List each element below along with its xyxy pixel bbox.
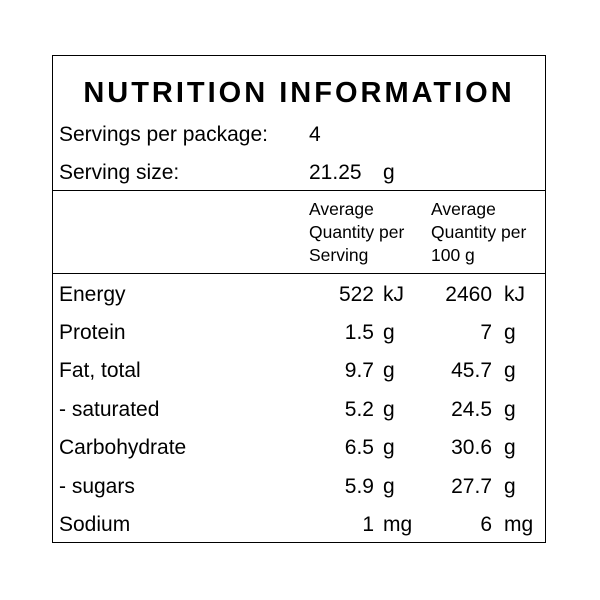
panel-title: NUTRITION INFORMATION: [83, 77, 515, 109]
per-serving-unit: kJ: [383, 283, 404, 306]
serving-size-value: 21.25: [309, 161, 362, 184]
serving-size-label: Serving size:: [59, 161, 180, 184]
per-100g-unit: g: [504, 475, 516, 498]
servings-value: 4: [309, 123, 321, 146]
per-100g-unit: mg: [504, 513, 534, 536]
divider-line: [53, 273, 545, 274]
nutrient-name: Energy: [59, 283, 126, 306]
column-header-line: Quantity per: [309, 222, 405, 242]
per-serving-unit: g: [383, 475, 395, 498]
per-serving-unit: g: [383, 321, 395, 344]
per-100g-value: 27.7: [451, 475, 492, 498]
per-100g-value: 6: [480, 513, 492, 536]
nutrient-name: - saturated: [59, 398, 160, 421]
per-serving-value: 1: [362, 513, 374, 536]
nutrition-panel: NUTRITION INFORMATION Servings per packa…: [52, 55, 546, 543]
per-100g-value: 7: [480, 321, 492, 344]
per-serving-value: 1.5: [344, 321, 374, 344]
divider-line: [53, 190, 545, 191]
per-100g-unit: kJ: [504, 283, 525, 306]
column-header-line: Quantity per: [431, 222, 527, 242]
per-100g-unit: g: [504, 359, 516, 382]
per-100g-value: 30.6: [451, 436, 492, 459]
column-header-line: Average: [309, 199, 374, 219]
nutrient-name: Protein: [59, 321, 126, 344]
per-serving-value: 5.9: [344, 475, 374, 498]
serving-size-unit: g: [383, 161, 395, 184]
nutrient-name: Sodium: [59, 513, 131, 536]
nutrient-name: Fat, total: [59, 359, 141, 382]
servings-label: Servings per package:: [59, 123, 268, 146]
per-serving-unit: g: [383, 359, 395, 382]
per-100g-value: 2460: [445, 283, 492, 306]
per-serving-unit: g: [383, 398, 395, 421]
column-header-line: Serving: [309, 245, 369, 265]
per-100g-unit: g: [504, 321, 516, 344]
nutrient-name: - sugars: [59, 475, 135, 498]
per-serving-value: 5.2: [344, 398, 374, 421]
per-serving-unit: g: [383, 436, 395, 459]
per-serving-value: 9.7: [344, 359, 374, 382]
per-serving-unit: mg: [383, 513, 413, 536]
column-header-line: 100 g: [431, 245, 475, 265]
column-header-line: Average: [431, 199, 496, 219]
per-100g-unit: g: [504, 436, 516, 459]
per-100g-value: 45.7: [451, 359, 492, 382]
per-serving-value: 522: [338, 283, 374, 306]
per-100g-value: 24.5: [451, 398, 492, 421]
per-100g-unit: g: [504, 398, 516, 421]
nutrient-name: Carbohydrate: [59, 436, 187, 459]
per-serving-value: 6.5: [344, 436, 374, 459]
